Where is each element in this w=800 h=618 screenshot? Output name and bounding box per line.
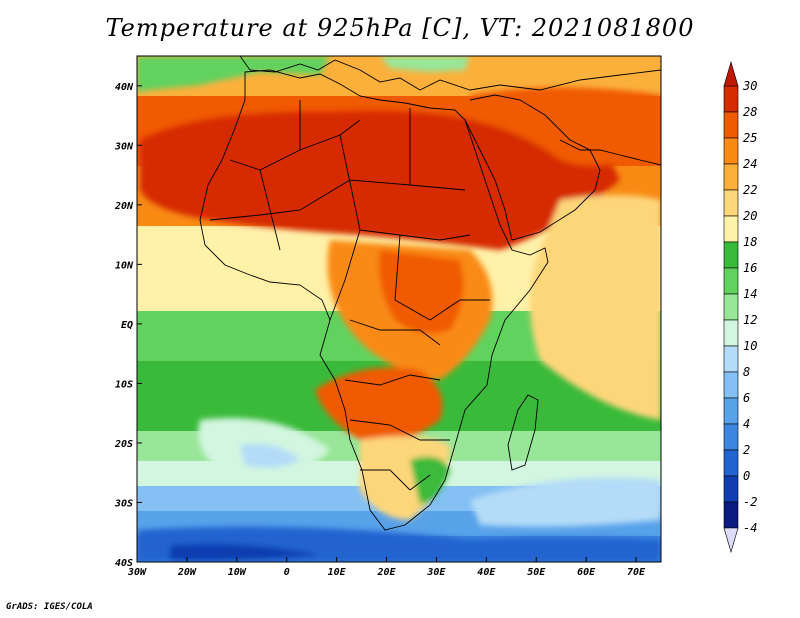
lat-tick-label: 10S (115, 379, 133, 390)
colorbar-swatch (723, 397, 739, 425)
colorbar-swatch (723, 345, 739, 373)
colorbar-top-arrow (723, 60, 739, 87)
colorbar-label: 24 (743, 157, 757, 171)
colorbar-swatch (723, 293, 739, 321)
colorbar-bottom-arrow (723, 527, 739, 554)
temperature-field (137, 56, 661, 562)
colorbar-swatch (723, 423, 739, 451)
colorbar-swatch (723, 267, 739, 295)
colorbar-swatch (723, 241, 739, 269)
colorbar-swatch (723, 163, 739, 191)
plot-frame (136, 55, 662, 563)
colorbar-label: 25 (743, 131, 757, 145)
colorbar-swatch (723, 501, 739, 529)
colorbar-swatch (723, 475, 739, 503)
colorbar-swatch (723, 319, 739, 347)
axis-ticks: 30W 20W 10W 0 10E 20E 30E 40E 50E 60E 70E 40N 30N 20N… (114, 82, 646, 578)
lat-tick-label: 30N (114, 141, 134, 152)
lon-tick-label: 70E (627, 567, 646, 578)
colorbar-label: 8 (743, 365, 750, 379)
lat-tick-label: 40S (115, 558, 133, 569)
colorbar-swatch (723, 111, 739, 139)
coastlines-and-borders (199, 56, 661, 531)
colorbar-label: 30 (742, 79, 757, 93)
colorbar-label: 0 (743, 469, 750, 483)
lon-tick-label: 20W (177, 567, 197, 578)
lat-tick-label: 20S (114, 439, 133, 450)
colorbar-label: 18 (743, 235, 757, 249)
colorbar-label: 14 (743, 287, 757, 301)
colorbar-label: 16 (743, 261, 757, 275)
colorbar-swatch (723, 189, 739, 217)
colorbar-label: 6 (743, 391, 750, 405)
lon-tick-label: 30W (127, 567, 147, 578)
colorbar-swatch (723, 215, 739, 243)
lon-tick-label: 10W (228, 567, 247, 578)
grads-credit: GrADS: IGES/COLA (6, 602, 93, 612)
lon-tick-label: 40E (477, 567, 496, 578)
colorbar-swatch (723, 449, 739, 477)
lon-tick-label: 20E (376, 567, 396, 578)
colorbar-label: 22 (743, 183, 757, 197)
lat-tick-label: 10N (115, 260, 134, 271)
colorbar-swatch (723, 137, 739, 165)
lat-tick-label: 30S (114, 498, 133, 509)
lon-tick-label: 50E (527, 567, 546, 578)
colorbar-label: 4 (743, 417, 750, 431)
lon-tick-label: 0 (284, 567, 290, 578)
lon-tick-label: 10E (328, 567, 347, 578)
colorbar-label: 28 (743, 105, 757, 119)
lat-tick-label: 40N (115, 82, 134, 93)
lat-tick-label: 20N (114, 201, 134, 212)
colorbar-label: 2 (743, 443, 750, 457)
map-title: Temperature at 925hPa [C], VT: 202108180… (105, 14, 695, 42)
colorbar-label: 12 (743, 313, 757, 327)
colorbar-swatch (723, 85, 739, 113)
lat-tick-label: EQ (121, 320, 133, 331)
colorbar-label: 10 (743, 339, 757, 353)
colorbar-label: -2 (743, 495, 757, 509)
colorbar-swatch (723, 371, 739, 399)
lon-tick-label: 60E (577, 567, 596, 578)
colorbar-label: 20 (743, 209, 757, 223)
lon-tick-label: 30E (426, 567, 446, 578)
colorbar-label: -4 (743, 521, 757, 535)
